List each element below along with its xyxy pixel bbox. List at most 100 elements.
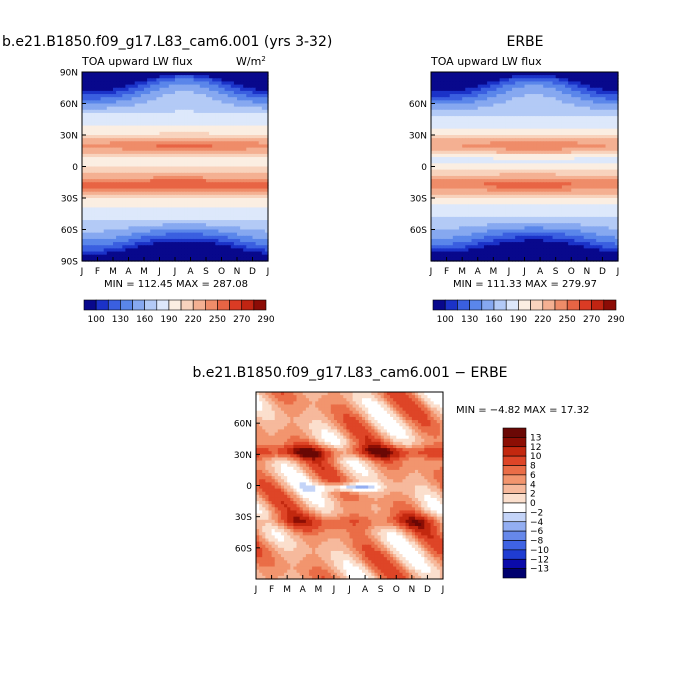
heatmap-cell — [209, 150, 213, 155]
heatmap-cell — [175, 251, 179, 256]
heatmap-cell — [580, 81, 585, 86]
heatmap-cell — [431, 87, 435, 92]
heatmap-cell — [255, 229, 260, 234]
heatmap-cell — [515, 81, 519, 86]
heatmap-cell — [571, 112, 575, 117]
heatmap-cell — [449, 94, 454, 98]
heatmap-cell — [140, 251, 145, 256]
heatmap-cell — [459, 138, 463, 142]
heatmap-cell — [100, 182, 105, 186]
heatmap-cell — [125, 166, 130, 171]
heatmap-cell — [487, 125, 491, 130]
heatmap-cell — [480, 128, 485, 133]
heatmap-cell — [546, 116, 551, 120]
heatmap-cell — [168, 254, 173, 259]
heatmap-cell — [252, 119, 257, 123]
heatmap-cell — [446, 81, 451, 86]
heatmap-cell — [212, 254, 216, 259]
heatmap-cell — [100, 210, 105, 215]
heatmap-cell — [156, 191, 161, 196]
heatmap-cell — [230, 144, 235, 149]
heatmap-cell — [178, 138, 182, 142]
heatmap-cell — [499, 78, 504, 83]
heatmap-cell — [88, 144, 92, 149]
heatmap-cell — [446, 87, 451, 92]
heatmap-cell — [116, 185, 120, 190]
heatmap-cell — [512, 116, 516, 120]
heatmap-cell — [565, 122, 569, 127]
heatmap-cell — [530, 116, 535, 120]
heatmap-cell — [125, 78, 130, 83]
heatmap-cell — [255, 245, 260, 249]
heatmap-cell — [184, 150, 188, 155]
heatmap-cell — [246, 223, 250, 227]
heatmap-cell — [227, 128, 232, 133]
heatmap-cell — [193, 194, 198, 199]
heatmap-cell — [199, 223, 204, 227]
heatmap-cell — [255, 119, 260, 123]
heatmap-cell — [147, 191, 151, 196]
heatmap-cell — [140, 216, 145, 221]
heatmap-cell — [162, 97, 167, 101]
heatmap-cell — [583, 122, 588, 127]
heatmap-cell — [521, 84, 526, 89]
heatmap-cell — [258, 97, 263, 101]
heatmap-cell — [446, 122, 451, 127]
heatmap-cell — [224, 103, 229, 108]
heatmap-cell — [493, 100, 498, 105]
heatmap-cell — [518, 119, 522, 123]
heatmap-cell — [233, 90, 238, 95]
heatmap-cell — [540, 109, 544, 114]
heatmap-cell — [589, 119, 594, 123]
heatmap-cell — [443, 72, 448, 76]
heatmap-cell — [215, 75, 219, 79]
heatmap-cell — [159, 198, 164, 202]
heatmap-cell — [608, 78, 613, 83]
heatmap-cell — [134, 90, 139, 95]
heatmap-cell — [206, 72, 210, 76]
heatmap-cell — [85, 135, 89, 139]
heatmap-cell — [596, 84, 600, 89]
heatmap-cell — [113, 81, 117, 86]
heatmap-cell — [109, 210, 114, 215]
heatmap-cell — [128, 109, 133, 114]
heatmap-cell — [258, 166, 263, 171]
heatmap-cell — [193, 254, 198, 259]
heatmap-cell — [215, 254, 219, 259]
heatmap-cell — [162, 216, 167, 221]
heatmap-cell — [221, 147, 226, 152]
heatmap-cell — [116, 106, 120, 111]
heatmap-cell — [246, 254, 250, 259]
heatmap-cell — [431, 84, 435, 89]
heatmap-cell — [171, 191, 176, 196]
heatmap-cell — [540, 131, 544, 136]
heatmap-cell — [125, 245, 130, 249]
heatmap-cell — [187, 106, 192, 111]
heatmap-cell — [233, 238, 238, 243]
heatmap-cell — [255, 135, 260, 139]
heatmap-cell — [106, 90, 111, 95]
heatmap-cell — [85, 238, 89, 243]
heatmap-cell — [187, 119, 192, 123]
heatmap-cell — [493, 138, 498, 142]
heatmap-cell — [215, 109, 219, 114]
heatmap-cell — [437, 87, 441, 92]
heatmap-cell — [446, 103, 451, 108]
heatmap-cell — [252, 194, 257, 199]
heatmap-cell — [255, 116, 260, 120]
heatmap-cell — [459, 131, 463, 136]
heatmap-cell — [561, 125, 566, 130]
heatmap-cell — [508, 116, 513, 120]
heatmap-cell — [496, 97, 501, 101]
heatmap-cell — [140, 160, 145, 164]
heatmap-cell — [190, 100, 195, 105]
heatmap-cell — [187, 128, 192, 133]
heatmap-cell — [258, 220, 263, 224]
heatmap-cell — [589, 103, 594, 108]
heatmap-cell — [119, 251, 123, 256]
heatmap-cell — [499, 109, 504, 114]
heatmap-cell — [496, 122, 501, 127]
heatmap-cell — [116, 141, 120, 146]
heatmap-cell — [212, 119, 216, 123]
heatmap-cell — [527, 84, 532, 89]
